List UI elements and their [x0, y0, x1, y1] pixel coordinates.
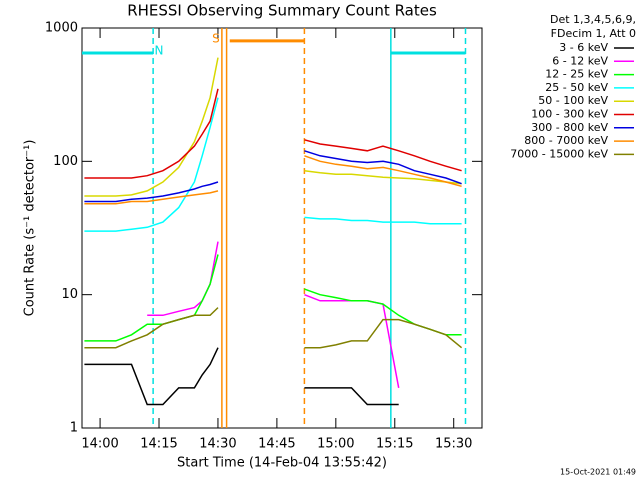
legend-label: 12 - 25 keV — [545, 68, 608, 81]
legend-label: 800 - 7000 keV — [524, 134, 608, 147]
annotation: S — [212, 31, 220, 45]
x-tick-label: 15:00 — [317, 437, 354, 452]
legend-label: 3 - 6 keV — [559, 41, 608, 54]
legend-header: FDecim 1, Att 0 — [551, 27, 636, 40]
y-tick-label: 1 — [70, 421, 78, 436]
y-tick-label: 1000 — [45, 21, 78, 36]
x-tick-label: 14:00 — [81, 437, 118, 452]
x-tick-label: 15:15 — [376, 437, 413, 452]
legend-label: 300 - 800 keV — [531, 121, 608, 134]
x-axis-title: Start Time (14-Feb-04 13:55:42) — [177, 456, 387, 471]
series-line — [84, 155, 462, 205]
y-tick-label: 10 — [61, 287, 78, 302]
series-line — [84, 57, 462, 197]
annotation: N — [155, 43, 164, 57]
plot-frame — [81, 27, 483, 429]
legend-label: 25 - 50 keV — [545, 81, 608, 94]
y-axis-title: Count Rate (s⁻¹ detector⁻¹) — [23, 140, 38, 317]
footer: 15-Oct-2021 01:49 — [560, 468, 636, 477]
series-line — [84, 307, 463, 349]
legend-label: 7000 - 15000 keV — [510, 147, 608, 160]
series-line — [84, 97, 462, 232]
legend-label: 50 - 100 keV — [538, 94, 608, 107]
series-line — [84, 88, 462, 179]
x-tick-label: 14:45 — [258, 437, 295, 452]
x-tick-label: 14:30 — [199, 437, 236, 452]
legend-header: Det 1,3,4,5,6,9, — [550, 13, 636, 26]
chart-title: RHESSI Observing Summary Count Rates — [127, 2, 437, 20]
legend-label: 100 - 300 keV — [531, 108, 608, 121]
x-tick-label: 15:30 — [435, 437, 472, 452]
x-tick-label: 14:15 — [140, 437, 177, 452]
legend-label: 6 - 12 keV — [552, 54, 608, 67]
series-line — [84, 150, 462, 203]
y-tick-label: 100 — [53, 154, 78, 169]
series-line — [84, 347, 399, 406]
